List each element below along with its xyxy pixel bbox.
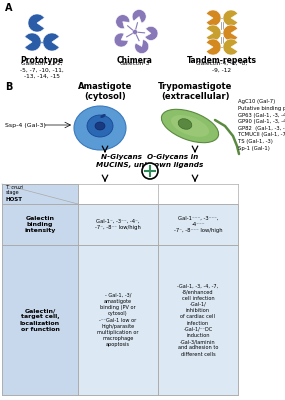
Ellipse shape (95, 122, 105, 130)
Text: AgC10 (Gal-7)
Putative binding proteins
GP63 (Gal-1, -3, -4, -7, -8)
GP90 (Gal-1: AgC10 (Gal-7) Putative binding proteins … (238, 99, 285, 150)
Text: Galectin/
target cell,
localization
or function: Galectin/ target cell, localization or f… (20, 308, 60, 332)
Text: HOST: HOST (6, 197, 23, 202)
Ellipse shape (87, 115, 113, 137)
Bar (2, 204, 78, 245)
Wedge shape (206, 25, 221, 41)
Wedge shape (114, 33, 128, 47)
Wedge shape (132, 10, 146, 23)
Bar (2, 184, 78, 204)
Wedge shape (43, 33, 59, 51)
Text: Galectin-1, -2,
-5, -7, -10, -11,
-13, -14, -15: Galectin-1, -2, -5, -7, -10, -11, -13, -… (20, 61, 64, 79)
Wedge shape (223, 39, 238, 55)
Bar (158, 245, 238, 395)
Wedge shape (206, 10, 221, 26)
Text: Galectin
binding
intensity: Galectin binding intensity (24, 216, 56, 233)
Text: Gal-1⁻, -3⁻⁻, -4⁻,
-7⁻, -8⁻⁻ low/high: Gal-1⁻, -3⁻⁻, -4⁻, -7⁻, -8⁻⁻ low/high (95, 219, 141, 230)
Ellipse shape (171, 115, 209, 137)
Ellipse shape (178, 119, 192, 129)
Text: A: A (5, 3, 13, 13)
Wedge shape (135, 40, 149, 54)
Text: Amastigote
(cytosol): Amastigote (cytosol) (78, 82, 132, 101)
Wedge shape (223, 25, 238, 41)
Wedge shape (28, 14, 44, 32)
Circle shape (142, 163, 158, 179)
Text: T. cruzi: T. cruzi (6, 185, 23, 190)
Bar (158, 204, 238, 245)
Bar (2, 245, 78, 395)
Wedge shape (116, 15, 130, 29)
Wedge shape (206, 39, 221, 55)
Wedge shape (145, 26, 158, 40)
Bar (78, 204, 158, 245)
Text: B: B (5, 82, 12, 92)
Text: Trypomastigote
(extracellular): Trypomastigote (extracellular) (158, 82, 232, 101)
Text: Tandem-repeats: Tandem-repeats (187, 56, 257, 65)
Bar (78, 245, 158, 395)
Ellipse shape (74, 106, 126, 150)
Ellipse shape (161, 109, 219, 143)
Text: Galectin-3: Galectin-3 (120, 61, 150, 66)
Text: Ssp-4 (Gal-3): Ssp-4 (Gal-3) (5, 122, 46, 128)
Text: Chimera: Chimera (117, 56, 153, 65)
Circle shape (133, 30, 137, 34)
Ellipse shape (100, 114, 106, 118)
Text: - Gal-1, -3/
amastigote
binding (PV or
cytosol)
-⁻⁻Gal-1 low or
high/parasite
mu: - Gal-1, -3/ amastigote binding (PV or c… (97, 293, 139, 347)
Text: -Gal-1, -3, -4, -7,
-8/enhanced
cell infection
-Gal-1/
inhibition
of cardiac cel: -Gal-1, -3, -4, -7, -8/enhanced cell inf… (178, 283, 219, 357)
Wedge shape (25, 33, 41, 51)
Text: N-Glycans  O-Glycans in
MUCINS, unknown ligands: N-Glycans O-Glycans in MUCINS, unknown l… (96, 154, 204, 168)
Text: Gal-1⁻⁻⁻, -3⁻⁻⁻,
-4⁻⁻⁻
-7⁻, -8⁻⁻⁻ low/high: Gal-1⁻⁻⁻, -3⁻⁻⁻, -4⁻⁻⁻ -7⁻, -8⁻⁻⁻ low/hi… (174, 216, 222, 233)
Text: stage: stage (6, 190, 20, 195)
Text: Galectin-4, -6, -8,
-9, -12: Galectin-4, -6, -8, -9, -12 (196, 61, 248, 72)
Wedge shape (223, 10, 238, 26)
Text: Prototype: Prototype (20, 56, 64, 65)
